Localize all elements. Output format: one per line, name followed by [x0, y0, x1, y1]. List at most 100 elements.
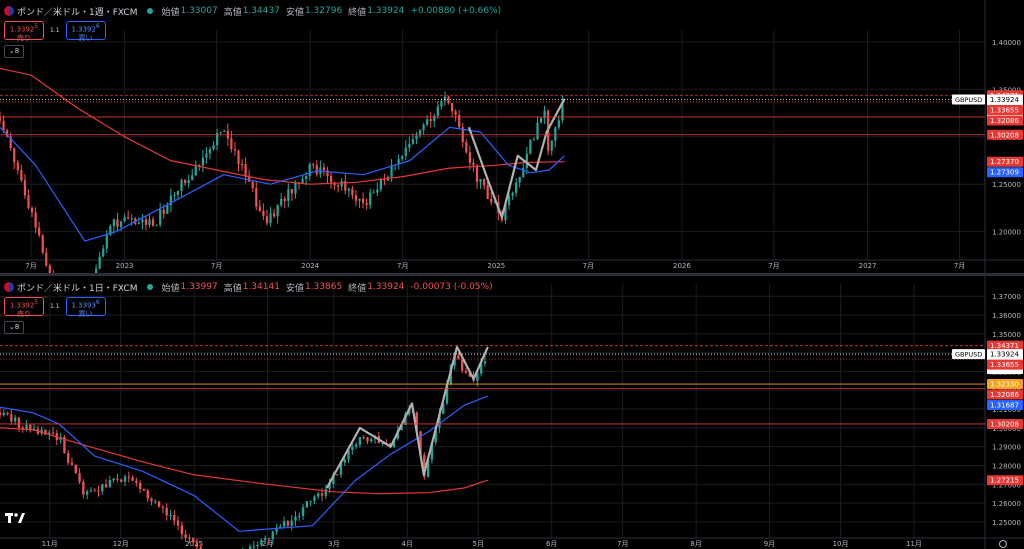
candle-body	[162, 209, 165, 214]
sell-button[interactable]: 1.33925 売り	[4, 297, 44, 318]
candle-body	[97, 490, 100, 492]
candle-body	[187, 180, 190, 184]
sell-price-pip: 5	[34, 24, 39, 30]
candle-body	[370, 438, 373, 442]
price-tick-label: 1.31000	[992, 406, 1021, 414]
grid	[0, 284, 985, 538]
time-tick-label: 7月	[768, 262, 779, 270]
chevron-down-icon: ⌄	[8, 323, 15, 331]
candle-body	[6, 412, 9, 415]
symbol-title[interactable]: ポンド／米ドル・1日・FXCM	[17, 283, 138, 294]
daily-chart-panel[interactable]: 1.370001.360001.350001.340001.330001.320…	[0, 276, 1024, 549]
open-value: 1.33007	[180, 6, 218, 16]
time-tick-label: 2027	[859, 262, 877, 270]
candle-body	[465, 142, 468, 153]
symbol-tag-label: GBPUSD	[955, 96, 982, 104]
open-label: 始値	[161, 7, 180, 18]
indicator-toggle[interactable]: ⌄8	[4, 45, 24, 58]
candle-body	[376, 189, 379, 193]
candle-body	[123, 217, 126, 222]
symbol-tag-label: GBPUSD	[955, 351, 982, 359]
candle-body	[169, 195, 172, 205]
candle-body	[313, 496, 316, 501]
candle-body	[472, 162, 475, 166]
candle-body	[479, 363, 483, 374]
time-tick-label: 2月	[262, 540, 273, 548]
candle-body	[445, 383, 449, 404]
candle-body	[515, 182, 518, 193]
candle-body	[195, 542, 199, 548]
level-label: 1.32086	[990, 117, 1019, 125]
symbol-title[interactable]: ポンド／米ドル・1週・FXCM	[17, 7, 138, 18]
candle-body	[461, 358, 464, 371]
candle-body	[457, 355, 460, 359]
candle-body	[244, 164, 247, 178]
buy-button[interactable]: 1.33936 買い	[65, 297, 106, 318]
price-tick-label: 1.25000	[992, 181, 1021, 189]
candle-body	[131, 477, 134, 481]
candle-body	[27, 195, 30, 209]
indicator-count: 8	[14, 323, 20, 331]
candle-body	[415, 135, 418, 140]
candle-body	[550, 140, 553, 151]
candle-body	[422, 124, 425, 131]
candle-body	[504, 204, 507, 221]
level-label: 1.33655	[990, 107, 1019, 115]
candle-body	[476, 373, 479, 382]
candle-body	[223, 130, 226, 132]
candle-body	[102, 248, 105, 257]
level-label-box	[987, 359, 1023, 370]
candle-body	[176, 520, 180, 526]
panel-divider[interactable]	[0, 273, 1024, 276]
candle-body	[283, 198, 286, 202]
candle-body	[340, 181, 343, 187]
candle-body	[326, 170, 329, 177]
candle-body	[112, 219, 116, 227]
candle-body	[256, 544, 259, 547]
high-value: 1.34141	[242, 282, 280, 292]
candle-body	[426, 119, 429, 125]
candle-body	[48, 432, 51, 435]
daily-chart[interactable]: 1.370001.360001.350001.340001.330001.320…	[0, 276, 1024, 549]
weekly-chart[interactable]: 1.400001.350001.300001.250001.200001.343…	[0, 0, 1024, 273]
low-label: 安値	[285, 7, 304, 18]
time-axis: 7月 2023 7月 2024 7月 2025 7月 2026 7月 2027 7月	[0, 259, 1024, 270]
candle-body	[116, 478, 119, 480]
close-label: 終値	[348, 7, 367, 18]
candle-body	[383, 179, 386, 181]
level-label: 1.34371	[990, 342, 1019, 350]
candle-body	[324, 489, 327, 496]
candle-body	[165, 507, 168, 516]
candle-body	[458, 115, 461, 128]
candle-body	[450, 103, 454, 112]
sell-button[interactable]: 1.33925 売り	[4, 21, 44, 42]
price-axis-bg	[985, 276, 1024, 549]
candle-body	[0, 412, 2, 415]
weekly-chart-panel[interactable]: 1.400001.350001.300001.250001.200001.343…	[0, 0, 1024, 273]
candle-body	[401, 155, 404, 160]
level-label-box	[987, 105, 1023, 116]
buy-button[interactable]: 1.33926 買い	[65, 21, 106, 42]
candle-body	[415, 412, 418, 432]
level-label: 1.31687	[990, 402, 1019, 410]
price-tick-label: 1.26000	[992, 500, 1021, 508]
indicator-toggle[interactable]: ⌄8	[4, 321, 24, 334]
candle-body	[358, 437, 362, 445]
wave-line	[467, 98, 566, 219]
candle-body	[315, 165, 318, 175]
candle-body	[0, 117, 2, 121]
time-tick-label: 2024	[301, 262, 319, 270]
candle-body	[418, 130, 422, 136]
tradingview-logo-icon[interactable]	[5, 512, 25, 527]
time-tick-label: 7月	[211, 262, 222, 270]
time-tick-label: 7月	[583, 262, 594, 270]
candle-body	[173, 515, 176, 521]
candle-body	[529, 139, 532, 154]
candle-body	[328, 483, 331, 490]
candle-body	[392, 438, 396, 447]
candle-body	[188, 537, 191, 539]
candle-body	[169, 515, 172, 517]
candle-body	[264, 538, 267, 541]
candle-body	[16, 162, 19, 171]
symbol-tag-box	[952, 349, 985, 360]
